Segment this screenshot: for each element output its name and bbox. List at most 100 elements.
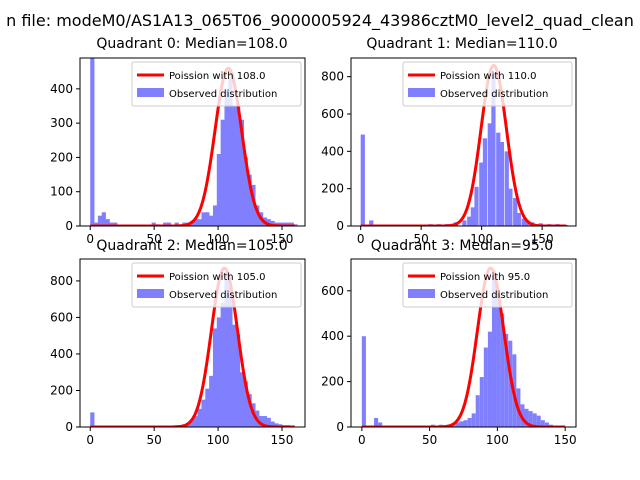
quadrant-2-x-tick-label: 0 xyxy=(86,433,94,447)
quadrant-2-histogram-bar xyxy=(274,423,279,427)
quadrant-2-histogram-bar xyxy=(201,399,206,427)
quadrant-3-x-tick-label: 150 xyxy=(554,433,577,447)
quadrant-0-x-tick-label: 0 xyxy=(86,232,94,246)
quadrant-1-panel: Quadrant 1: Median=110.0 0 50 100 150 0 200 40… xyxy=(321,36,577,246)
quadrant-0-legend: Poission with 108.0 Observed distribution xyxy=(131,61,302,107)
quadrant-0-y-tick-label: 100 xyxy=(50,185,73,199)
quadrant-0-histogram-bar xyxy=(151,222,156,226)
quadrant-0-histogram-bar xyxy=(94,222,99,226)
quadrant-3-histogram-bar xyxy=(467,417,472,427)
quadrant-3-title: Quadrant 3: Median=95.0 xyxy=(371,238,553,254)
quadrant-0-histogram-bar xyxy=(101,212,106,226)
quadrant-0-y-tick-label: 300 xyxy=(50,116,73,130)
quadrant-0-histogram-bar xyxy=(293,224,298,226)
quadrant-0-histogram-bar xyxy=(97,215,103,226)
legend-histogram-label: Observed distribution xyxy=(169,89,277,100)
quadrant-3-histogram-bar xyxy=(500,313,505,427)
quadrant-1-histogram-bar xyxy=(516,212,521,226)
quadrant-0-histogram-bar xyxy=(90,58,95,226)
quadrant-2-axes-frame xyxy=(79,258,306,428)
quadrant-2-histogram-bar xyxy=(235,333,241,427)
quadrant-2-histogram-bar xyxy=(189,419,195,427)
quadrant-3-histogram-bar xyxy=(483,347,488,427)
quadrant-1-y-tick-label: 400 xyxy=(321,144,344,158)
legend-histogram-swatch xyxy=(137,289,164,298)
quadrant-1-histogram-bar xyxy=(479,162,484,226)
quadrant-2-histogram-bar xyxy=(266,417,271,427)
legend-poisson-label: Poission with 105.0 xyxy=(169,272,265,283)
quadrant-2-poisson-line xyxy=(90,266,295,427)
quadrant-3-histogram-bar xyxy=(378,422,383,427)
quadrant-0-y-tick-label: 0 xyxy=(65,219,73,233)
quadrant-0-histogram-bar xyxy=(266,219,271,226)
legend-poisson-label: Poission with 95.0 xyxy=(440,272,530,283)
quadrant-0-y-tick-label: 200 xyxy=(50,150,73,164)
quadrant-3-histogram-bar xyxy=(544,422,549,427)
quadrant-0-histogram-bar xyxy=(235,106,241,226)
quadrant-1-x-tick-label: 0 xyxy=(357,232,365,246)
quadrant-3-histogram-bar xyxy=(361,336,366,427)
quadrant-2-histogram-bar xyxy=(228,286,233,427)
quadrant-1-histogram-bar xyxy=(360,134,365,226)
quadrant-3-plot: 0 50 100 150 0 200 400 600 Poission with 95.0 Obs… xyxy=(321,258,577,447)
quadrant-0-histogram-bar xyxy=(239,119,245,226)
quadrant-0-histogram-bar xyxy=(205,212,210,226)
quadrant-1-x-tick-label: 100 xyxy=(470,232,493,246)
quadrant-3-histogram-bar xyxy=(528,411,533,427)
quadrant-0-panel: Quadrant 0: Median=108.0 0 50 100 150 0 100 20… xyxy=(50,36,306,246)
quadrant-1-histogram-bar xyxy=(467,216,472,226)
quadrant-0-poisson-line xyxy=(90,66,295,226)
quadrant-3-legend: Poission with 95.0 Observed distribution xyxy=(402,262,573,308)
quadrant-1-legend: Poission with 110.0 Observed distribution xyxy=(402,61,573,107)
quadrant-1-histogram-bar xyxy=(369,220,374,226)
quadrant-2-histogram-bar xyxy=(205,388,210,427)
quadrant-2-histogram-bar xyxy=(258,416,264,427)
quadrant-0-histogram-bar xyxy=(224,88,229,226)
quadrant-3-x-tick-label: 50 xyxy=(422,433,437,447)
quadrant-1-histogram-bar xyxy=(482,138,488,226)
quadrant-0-histogram-bar xyxy=(212,205,218,226)
quadrant-2-y-tick-label: 200 xyxy=(50,383,73,397)
quadrant-0-histogram-bar xyxy=(289,222,294,226)
legend-histogram-label: Observed distribution xyxy=(169,290,277,301)
quadrant-3-poisson-line xyxy=(361,266,566,427)
quadrant-2-x-tick-label: 100 xyxy=(207,433,230,447)
quadrant-2-y-tick-label: 400 xyxy=(50,347,73,361)
quadrant-0-histogram-bar xyxy=(228,78,233,226)
quadrant-3-y-tick-label: 0 xyxy=(336,420,344,434)
legend-histogram-label: Observed distribution xyxy=(440,290,548,301)
quadrant-3-y-tick-label: 600 xyxy=(321,284,344,298)
quadrant-2-histogram-bar xyxy=(193,416,198,427)
quadrant-3-panel: 0 50 100 150 0 200 400 600 Poission with 95.0 Obs… xyxy=(321,238,577,447)
quadrant-2-histogram-bar xyxy=(247,394,252,427)
legend-poisson-label: Poission with 108.0 xyxy=(169,71,265,82)
quadrant-3-x-tick-label: 0 xyxy=(358,433,366,447)
quadrant-1-histogram-bar xyxy=(508,188,513,226)
quadrant-2-histogram-bar xyxy=(232,324,237,427)
quadrant-0-histogram-bar xyxy=(247,174,252,226)
figure-suptitle: n file: modeM0/AS1A13_065T06_9000005924_… xyxy=(6,11,634,31)
quadrant-2-histogram-bar xyxy=(224,271,229,427)
quadrant-2-y-tick-label: 0 xyxy=(65,420,73,434)
quadrant-2-histogram-bar xyxy=(197,408,202,427)
quadrant-0-histogram-bar xyxy=(174,222,179,226)
quadrant-2-panel: 0 50 100 150 0 200 400 600 800 Poission with 105.… xyxy=(50,238,306,447)
legend-poisson-label: Poission with 110.0 xyxy=(440,71,536,82)
quadrant-1-histogram-bar xyxy=(513,198,518,226)
quadrant-2-histogram-bar xyxy=(262,416,268,427)
quadrant-3-y-tick-label: 400 xyxy=(321,329,344,343)
legend-histogram-swatch xyxy=(408,289,435,298)
legend-histogram-label: Observed distribution xyxy=(440,89,548,100)
legend-histogram-swatch xyxy=(137,88,164,97)
quadrant-0-histogram-bar xyxy=(113,222,118,226)
quadrant-1-plot: 0 50 100 150 0 200 400 600 800 Poission with 110.… xyxy=(321,57,577,246)
quadrant-0-histogram-bar xyxy=(255,205,260,226)
quadrant-2-y-tick-label: 800 xyxy=(50,274,73,288)
quadrant-2-legend: Poission with 105.0 Observed distribution xyxy=(131,262,302,308)
quadrant-1-histogram-bar xyxy=(499,142,505,226)
quadrant-0-histogram-bar xyxy=(209,215,214,226)
quadrant-3-histogram-bar xyxy=(487,331,492,427)
quadrant-1-histogram-bar xyxy=(496,132,501,226)
quadrant-3-histogram-bar xyxy=(524,408,529,427)
